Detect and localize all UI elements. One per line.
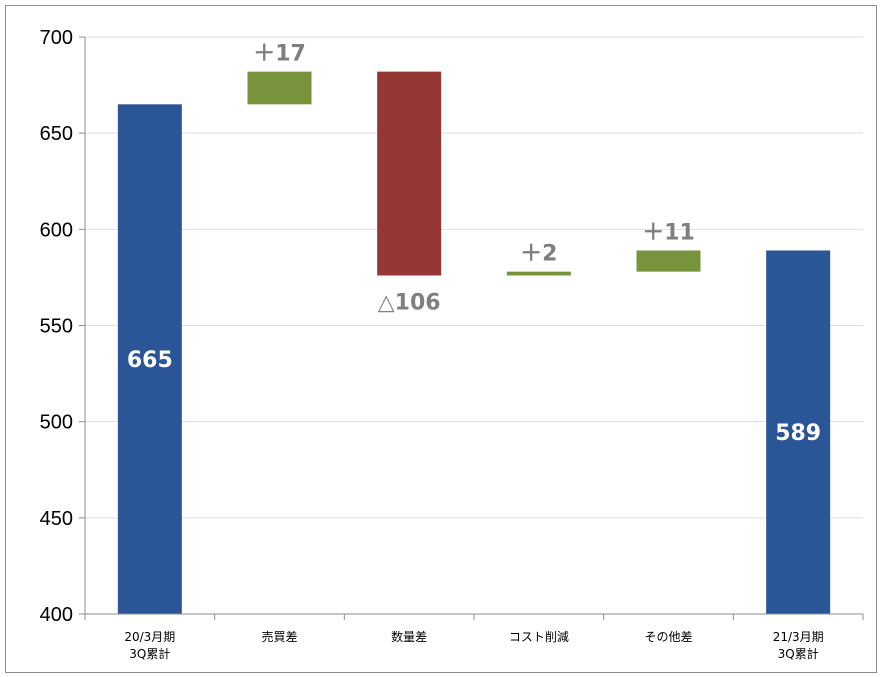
gridlines xyxy=(85,36,863,519)
bars xyxy=(117,71,831,615)
y-tick-label: 600 xyxy=(40,219,73,241)
data-label: 665 xyxy=(127,348,173,373)
x-tick-label: 数量差 xyxy=(391,629,427,644)
y-tick-label: 550 xyxy=(40,316,73,338)
data-label: ＋17 xyxy=(253,42,306,67)
data-label: △106 xyxy=(378,290,441,315)
x-tick-label: 20/3月期 3Q累計 xyxy=(124,630,175,661)
bar xyxy=(766,250,831,615)
x-axis: 20/3月期 3Q累計 売買差 数量差 コスト削減 その他差 21/3月期 3Q累計 xyxy=(84,613,864,661)
x-tick-label: 売買差 xyxy=(261,629,297,644)
y-tick-label: 450 xyxy=(40,508,73,530)
bar xyxy=(117,104,182,615)
chart-frame xyxy=(5,5,877,673)
bar xyxy=(506,271,571,276)
bar xyxy=(377,71,442,276)
x-tick-label: その他差 xyxy=(644,630,692,644)
data-label: 589 xyxy=(775,421,821,446)
data-labels: 665 ＋17 △106 ＋2 ＋11 589 xyxy=(127,42,821,447)
x-tick-label: コスト削減 xyxy=(509,629,569,644)
y-tick-label: 700 xyxy=(40,27,73,49)
y-axis: 400 450 500 550 600 650 700 xyxy=(40,27,86,626)
bar xyxy=(636,250,701,272)
x-tick-label: 21/3月期 3Q累計 xyxy=(773,630,824,661)
bar xyxy=(247,71,312,105)
data-label: ＋2 xyxy=(520,242,557,267)
y-tick-label: 400 xyxy=(40,604,73,626)
y-tick-label: 650 xyxy=(40,123,73,145)
data-label: ＋11 xyxy=(642,220,695,245)
y-tick-label: 500 xyxy=(40,412,73,434)
